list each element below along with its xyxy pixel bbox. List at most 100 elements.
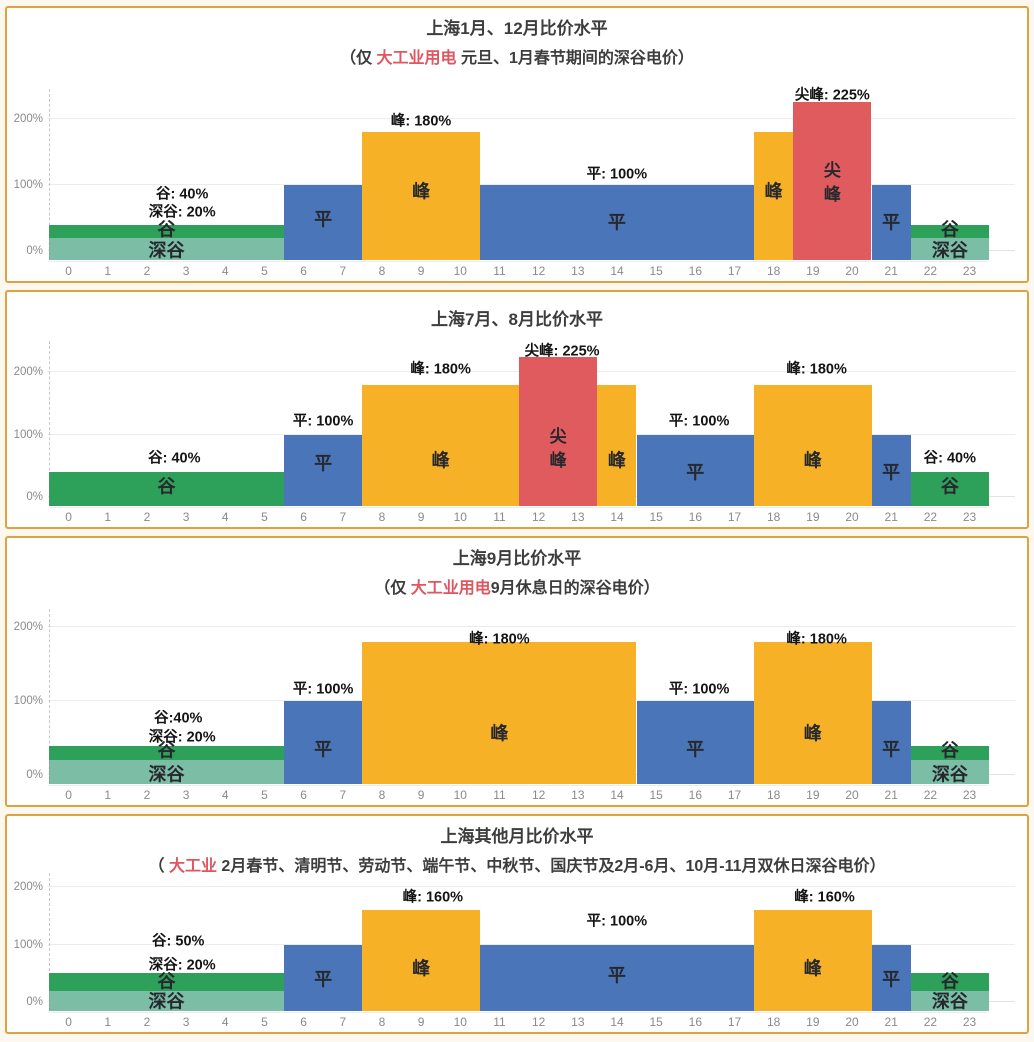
x-tick-label: 0 xyxy=(65,788,72,802)
x-axis: 0 1 2 3 4 5 6 7 8 9 10 11 12 13 14 15 16 17 18 19 20 21 22 23 xyxy=(49,785,989,803)
x-tick-label: 16 xyxy=(688,264,703,278)
x-tick-label: 16 xyxy=(688,788,703,802)
x-tick-label: 21 xyxy=(884,1015,898,1029)
x-tick-label: 15 xyxy=(649,788,663,802)
value-annotation: 峰: 160% xyxy=(794,889,855,906)
plot-area: 0% 100% 200% 深谷谷平峰平峰平深谷谷谷: 50% 深谷: 20% 峰: 160… xyxy=(14,873,1015,1012)
x-tick-label: 5 xyxy=(261,788,268,802)
chart-panel-sep: 上海9月比价水平 （仅 大工业用电9月休息日的深谷电价） 0% 100% 200% 深… xyxy=(5,536,1029,807)
x-tick-label: 10 xyxy=(453,1015,467,1029)
x-tick-label: 10 xyxy=(453,788,467,802)
x-tick-label: 1 xyxy=(104,1015,112,1029)
gridline xyxy=(48,183,1015,185)
bar-deep-valley xyxy=(910,990,989,1011)
subtitle-text: （仅 xyxy=(340,50,377,67)
bar-label: 平 xyxy=(882,739,901,760)
value-annotation: 尖峰: 225% xyxy=(524,343,600,360)
y-tick-label: 200% xyxy=(13,366,43,379)
bar-label: 深谷 xyxy=(931,991,968,1012)
x-tick-label: 7 xyxy=(339,788,347,802)
subtitle-highlight: 大工业 xyxy=(168,858,217,875)
bar-sharp-peak xyxy=(519,356,598,506)
y-tick-label: 0% xyxy=(26,491,43,503)
subtitle-highlight: 大工业用电 xyxy=(376,50,457,67)
chart-title: 上海9月比价水平 xyxy=(452,549,582,568)
x-tick-label: 8 xyxy=(378,788,386,802)
x-tick-label: 15 xyxy=(649,510,663,524)
value-annotation: 峰: 180% xyxy=(786,361,847,378)
bar-flat xyxy=(636,701,754,784)
bar-valley xyxy=(49,472,284,506)
gridline xyxy=(48,886,1015,888)
y-tick-label: 100% xyxy=(13,695,43,708)
gridline xyxy=(48,626,1015,628)
x-tick-label: 21 xyxy=(884,264,898,278)
bar-flat xyxy=(871,701,911,784)
x-tick-label: 5 xyxy=(261,1015,268,1029)
value-annotation: 谷: 40% xyxy=(155,186,209,203)
bar-label: 峰 xyxy=(803,450,822,471)
bar-peak xyxy=(754,131,794,260)
x-tick-label: 19 xyxy=(806,1015,820,1029)
x-tick-label: 15 xyxy=(649,264,663,278)
x-tick-label: 17 xyxy=(727,264,742,278)
x-axis: 0 1 2 3 4 5 6 7 8 9 10 11 12 13 14 15 16 17 18 19 20 21 22 23 xyxy=(49,1012,989,1030)
bar-label: 峰 xyxy=(412,958,431,979)
y-axis-line xyxy=(49,609,50,784)
bar-flat xyxy=(636,434,754,506)
x-tick-label: 22 xyxy=(923,264,938,278)
bar-label: 平 xyxy=(314,969,333,990)
x-tick-label: 0 xyxy=(65,1015,72,1029)
bar-peak xyxy=(754,642,872,784)
bar-peak xyxy=(362,384,519,506)
x-tick-label: 18 xyxy=(767,264,781,278)
x-tick-label: 4 xyxy=(221,510,229,524)
x-tick-label: 7 xyxy=(339,1015,347,1029)
plot-area: 0% 100% 200% 深谷谷平峰平峰尖 峰平深谷谷谷: 40% 深谷: 20% 峰: … xyxy=(14,87,1015,260)
bar-label: 峰 xyxy=(764,181,783,202)
x-tick-label: 3 xyxy=(182,1015,190,1029)
value-annotation: 平: 100% xyxy=(292,413,354,430)
value-annotation: 平: 100% xyxy=(292,681,354,698)
x-tick-label: 23 xyxy=(962,264,977,278)
subtitle-text: 2月春节、清明节、劳动节、端午节、中秋节、国庆节及2月-6月、10月-11月双休… xyxy=(216,858,886,875)
x-tick-label: 6 xyxy=(300,788,307,802)
value-annotation: 峰: 180% xyxy=(786,631,847,648)
y-tick-label: 0% xyxy=(26,769,43,781)
x-tick-label: 3 xyxy=(182,264,190,278)
x-tick-label: 22 xyxy=(923,788,938,802)
x-tick-label: 8 xyxy=(378,264,386,278)
bar-sharp-peak xyxy=(793,102,872,260)
x-tick-label: 1 xyxy=(104,510,112,524)
bar-peak xyxy=(362,642,637,784)
x-tick-label: 2 xyxy=(143,1015,151,1029)
value-annotation: 谷: 40% xyxy=(923,450,977,467)
x-tick-label: 20 xyxy=(845,1015,859,1029)
bar-label: 谷 xyxy=(940,219,959,240)
bar-label: 峰 xyxy=(607,450,626,471)
chart-subtitle: （仅 大工业用电9月休息日的深谷电价） xyxy=(7,578,1027,600)
x-tick-label: 3 xyxy=(182,510,190,524)
y-axis-line xyxy=(49,89,50,260)
x-tick-label: 13 xyxy=(571,264,585,278)
y-tick-label: 100% xyxy=(13,178,43,191)
y-tick-label: 100% xyxy=(13,428,43,441)
bar-peak xyxy=(754,910,872,1011)
value-annotation: 平: 100% xyxy=(668,413,730,430)
x-tick-label: 11 xyxy=(493,264,506,278)
x-tick-label: 2 xyxy=(143,788,151,802)
value-annotation: 平: 100% xyxy=(586,913,648,930)
bar-deep-valley xyxy=(49,237,284,260)
x-tick-label: 0 xyxy=(65,264,72,278)
x-tick-label: 13 xyxy=(571,1015,585,1029)
bar-label: 谷 xyxy=(940,740,959,761)
x-tick-label: 8 xyxy=(378,1015,386,1029)
x-tick-label: 12 xyxy=(531,510,546,524)
x-tick-label: 12 xyxy=(531,264,546,278)
subtitle-highlight: 大工业用电 xyxy=(410,580,491,597)
value-annotation: 谷: 50% xyxy=(152,933,205,950)
x-tick-label: 20 xyxy=(845,264,859,278)
bar-peak xyxy=(754,384,872,506)
x-tick-label: 5 xyxy=(261,264,268,278)
bar-peak xyxy=(597,384,637,506)
